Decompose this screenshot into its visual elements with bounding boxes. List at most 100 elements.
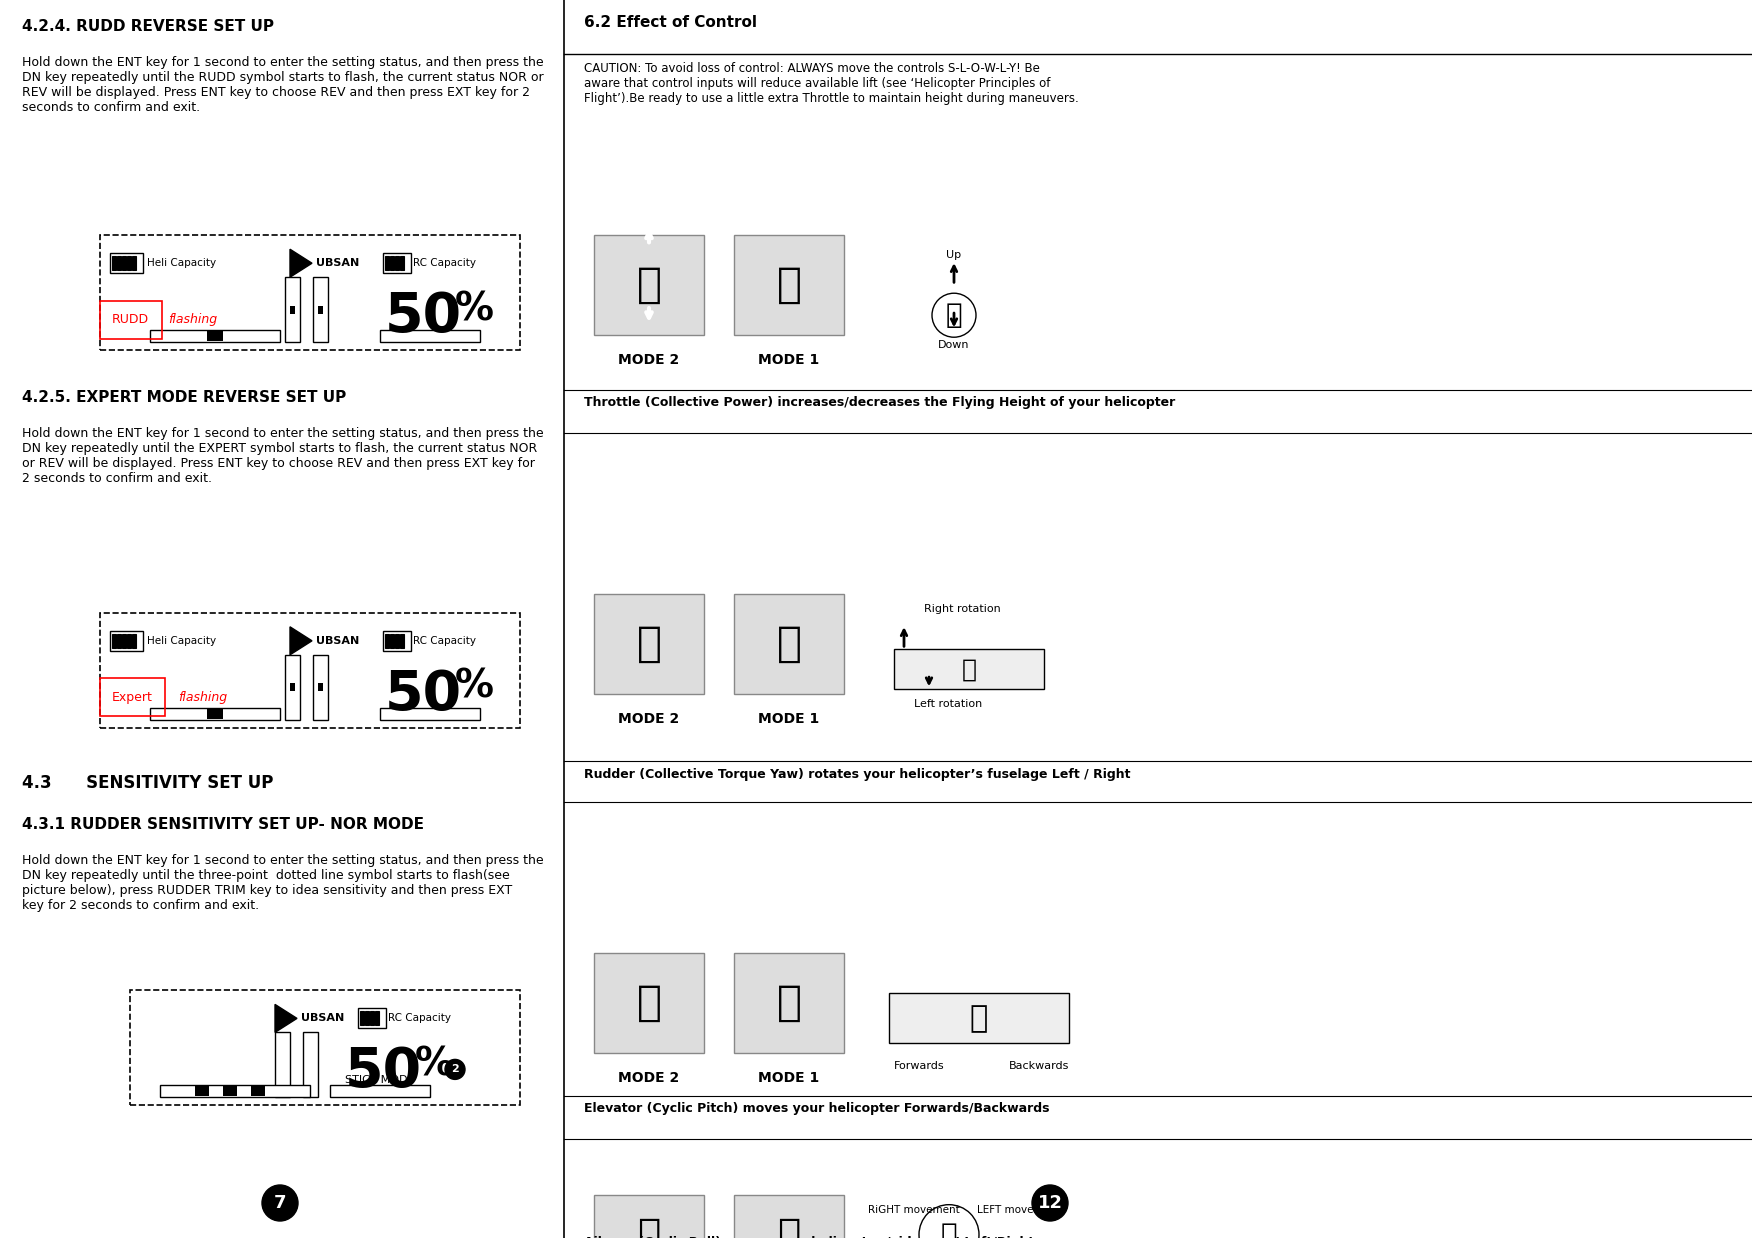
Text: Heli Capacity: Heli Capacity — [147, 636, 215, 646]
Text: MODE 1: MODE 1 — [759, 353, 820, 368]
Circle shape — [263, 1185, 298, 1221]
Text: 12: 12 — [1037, 1193, 1062, 1212]
Bar — [594, 594, 704, 695]
Polygon shape — [275, 1004, 298, 1032]
Text: 4.3.1 RUDDER SENSITIVITY SET UP- NOR MODE: 4.3.1 RUDDER SENSITIVITY SET UP- NOR MOD… — [23, 817, 424, 832]
Text: 📷: 📷 — [638, 1216, 661, 1238]
Bar — [151, 708, 280, 719]
Bar — [391, 634, 394, 647]
Bar — [286, 655, 300, 719]
Bar — [110, 631, 144, 651]
Bar — [734, 594, 844, 695]
Text: Heli Capacity: Heli Capacity — [147, 259, 215, 269]
Bar — [357, 1009, 385, 1029]
Text: flashing: flashing — [179, 691, 228, 704]
Text: UBSAN: UBSAN — [301, 1014, 343, 1024]
Text: %: % — [456, 667, 494, 706]
Bar — [385, 634, 389, 647]
FancyBboxPatch shape — [130, 990, 520, 1106]
Text: 7: 7 — [273, 1193, 286, 1212]
Bar — [384, 631, 412, 651]
Text: 📷: 📷 — [636, 982, 662, 1024]
Bar — [275, 1032, 291, 1097]
Text: 50: 50 — [345, 1045, 422, 1099]
Bar — [359, 1011, 364, 1025]
Text: RC Capacity: RC Capacity — [387, 1014, 450, 1024]
Bar — [291, 683, 294, 691]
Bar — [888, 993, 1069, 1044]
Text: Backwards: Backwards — [1009, 1061, 1069, 1071]
Bar — [123, 634, 126, 647]
Text: Hold down the ENT key for 1 second to enter the setting status, and then press t: Hold down the ENT key for 1 second to en… — [23, 56, 543, 114]
Bar — [384, 254, 412, 274]
Bar — [394, 634, 399, 647]
Bar — [370, 1011, 373, 1025]
Text: MODE 2: MODE 2 — [618, 353, 680, 368]
Text: RC Capacity: RC Capacity — [413, 259, 477, 269]
Bar — [151, 331, 280, 342]
Bar — [594, 1195, 704, 1238]
Polygon shape — [291, 249, 312, 277]
Text: 🚁: 🚁 — [962, 657, 976, 681]
Circle shape — [1032, 1185, 1069, 1221]
Text: 4.2.4. RUDD REVERSE SET UP: 4.2.4. RUDD REVERSE SET UP — [23, 19, 273, 33]
Text: Expert: Expert — [112, 691, 152, 704]
Bar — [207, 709, 223, 719]
Text: 2: 2 — [450, 1065, 459, 1075]
Text: 📷: 📷 — [776, 264, 801, 306]
Text: 📷: 📷 — [778, 1216, 801, 1238]
Polygon shape — [291, 626, 312, 655]
Text: Up: Up — [946, 250, 962, 260]
Text: flashing: flashing — [168, 313, 217, 327]
Bar — [329, 1086, 429, 1097]
Bar — [303, 1032, 319, 1097]
Text: 🚁: 🚁 — [941, 1221, 957, 1238]
FancyBboxPatch shape — [100, 235, 520, 350]
Bar — [734, 235, 844, 335]
Bar — [314, 277, 328, 342]
Text: STICK MODE: STICK MODE — [345, 1076, 415, 1086]
Text: 🚁: 🚁 — [971, 1004, 988, 1032]
Text: Down: Down — [939, 340, 971, 350]
Text: 6.2 Effect of Control: 6.2 Effect of Control — [583, 15, 757, 30]
Bar — [364, 1011, 370, 1025]
Bar — [126, 256, 131, 270]
Text: Hold down the ENT key for 1 second to enter the setting status, and then press t: Hold down the ENT key for 1 second to en… — [23, 427, 543, 485]
Bar — [399, 256, 405, 270]
Bar — [159, 1086, 310, 1097]
Bar — [291, 306, 294, 313]
Text: Elevator (Cyclic Pitch) moves your helicopter Forwards/Backwards: Elevator (Cyclic Pitch) moves your helic… — [583, 1102, 1049, 1115]
Bar — [594, 953, 704, 1054]
Text: RUDD: RUDD — [112, 313, 149, 327]
Bar — [251, 1087, 265, 1097]
Bar — [319, 306, 322, 313]
Text: 📷: 📷 — [636, 264, 662, 306]
Text: 50: 50 — [385, 290, 463, 344]
Bar — [734, 953, 844, 1054]
Text: UBSAN: UBSAN — [315, 636, 359, 646]
Text: MODE 2: MODE 2 — [618, 712, 680, 727]
Bar — [126, 634, 131, 647]
Bar — [894, 649, 1044, 690]
Bar — [110, 254, 144, 274]
Bar — [385, 256, 389, 270]
Bar — [207, 332, 223, 342]
Text: 📷: 📷 — [776, 982, 801, 1024]
Bar — [314, 655, 328, 719]
Text: %: % — [456, 290, 494, 328]
Bar — [112, 634, 116, 647]
Text: 🚁: 🚁 — [946, 301, 962, 329]
Text: 50: 50 — [385, 667, 463, 722]
Text: Right rotation: Right rotation — [923, 604, 1000, 614]
Text: MODE 1: MODE 1 — [759, 1071, 820, 1086]
Bar — [117, 256, 121, 270]
Text: Aileron (Cyclic Roll) moves your helicopter ‘sideways’ Left/Right: Aileron (Cyclic Roll) moves your helicop… — [583, 1236, 1034, 1238]
Bar — [734, 1195, 844, 1238]
Text: CAUTION: To avoid loss of control: ALWAYS move the controls S-L-O-W-L-Y! Be
awar: CAUTION: To avoid loss of control: ALWAY… — [583, 62, 1079, 105]
Text: Throttle (Collective Power) increases/decreases the Flying Height of your helico: Throttle (Collective Power) increases/de… — [583, 396, 1176, 410]
Bar — [394, 256, 399, 270]
Text: Forwards: Forwards — [894, 1061, 944, 1071]
Text: 4.3      SENSITIVITY SET UP: 4.3 SENSITIVITY SET UP — [23, 774, 273, 792]
Text: RiGHT movement: RiGHT movement — [869, 1205, 960, 1214]
Text: 📷: 📷 — [776, 623, 801, 665]
